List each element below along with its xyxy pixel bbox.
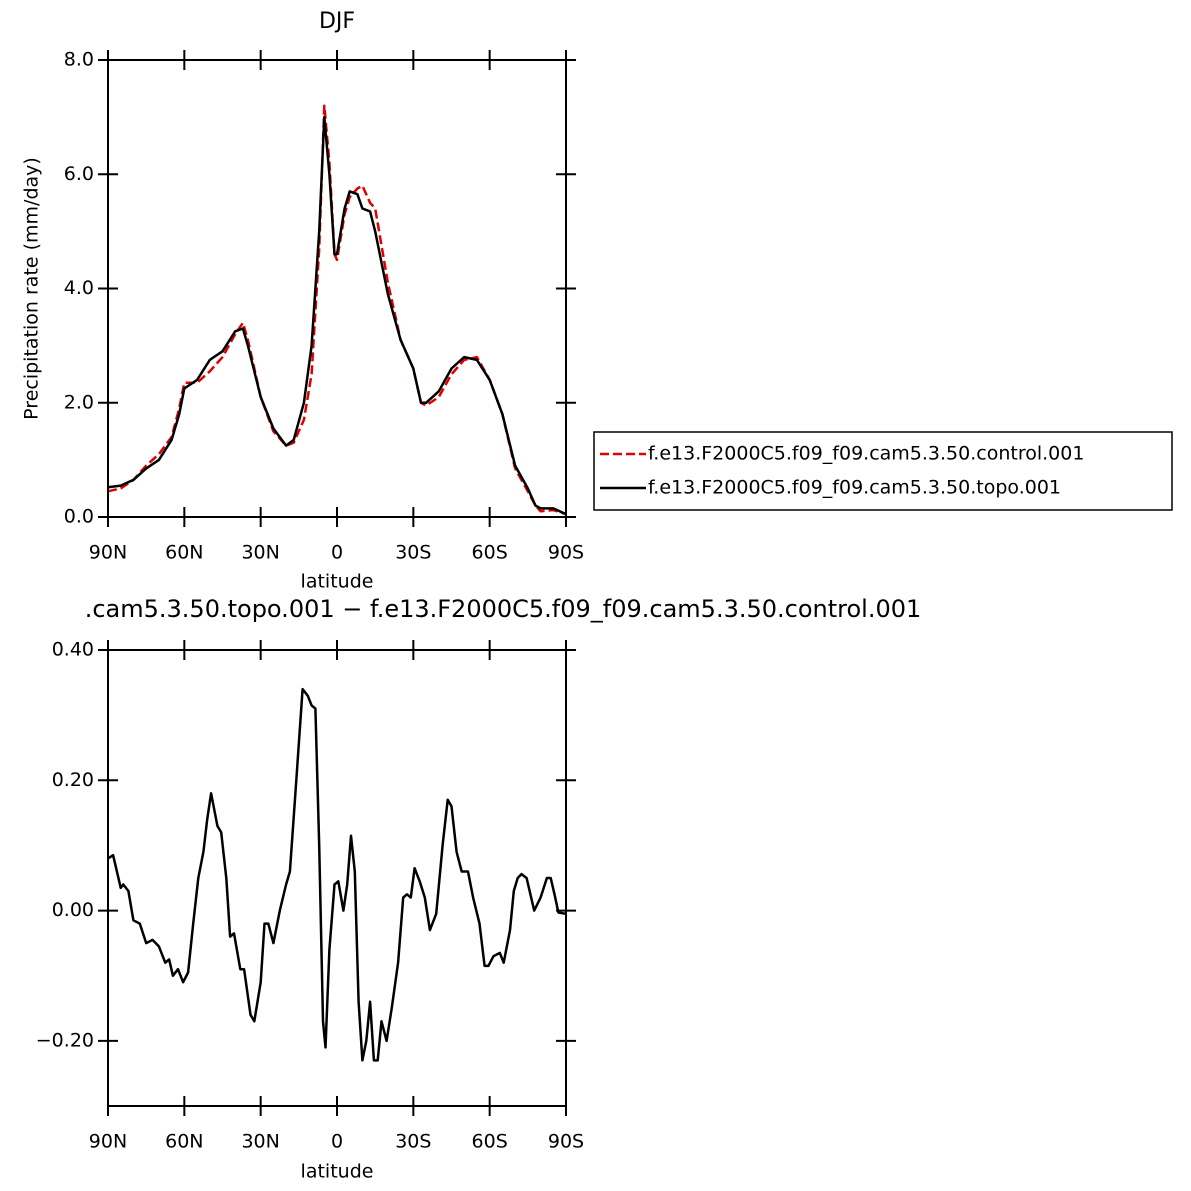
y-tick-label: 8.0: [64, 49, 94, 71]
series-line: [107, 687, 567, 1062]
x-tick-label: 90S: [548, 1131, 584, 1153]
x-tick-label: 30S: [395, 542, 431, 564]
plot-frame: [107, 59, 567, 518]
y-tick-label: 0.20: [52, 769, 94, 791]
y-tick-label: 4.0: [64, 277, 94, 299]
x-tick-label: 90S: [548, 542, 584, 564]
x-tick-label: 60S: [472, 542, 508, 564]
y-tick-label: 2.0: [64, 391, 94, 413]
x-tick-label: 30N: [241, 542, 279, 564]
series-line: [107, 115, 567, 516]
legend-label: f.e13.F2000C5.f09_f09.cam5.3.50.topo.001: [648, 477, 1061, 499]
y-tick-label: 6.0: [64, 163, 94, 185]
chart-title: DJF: [319, 9, 355, 34]
x-tick-label: 90N: [89, 542, 127, 564]
plot-frame: [107, 649, 567, 1107]
x-tick-label: 90N: [89, 1131, 127, 1153]
x-tick-label: 0: [331, 1131, 343, 1153]
y-tick-label: −0.20: [36, 1029, 94, 1051]
y-axis-label: Precipitation rate (mm/day): [21, 157, 43, 420]
series-line: [107, 104, 567, 516]
x-tick-label: 60N: [165, 542, 203, 564]
x-tick-label: 30N: [241, 1131, 279, 1153]
x-axis-label: latitude: [301, 1161, 374, 1183]
x-tick-label: 60N: [165, 1131, 203, 1153]
x-tick-label: 60S: [472, 1131, 508, 1153]
x-tick-label: 30S: [395, 1131, 431, 1153]
x-tick-label: 0: [331, 542, 343, 564]
chart-title: .cam5.3.50.topo.001 − f.e13.F2000C5.f09_…: [85, 595, 922, 623]
legend-box: [593, 431, 1173, 511]
x-axis-label: latitude: [301, 571, 374, 593]
y-tick-label: 0.40: [52, 639, 94, 661]
y-tick-label: 0.0: [64, 506, 94, 528]
y-tick-label: 0.00: [52, 899, 94, 921]
legend-label: f.e13.F2000C5.f09_f09.cam5.3.50.control.…: [648, 443, 1084, 465]
